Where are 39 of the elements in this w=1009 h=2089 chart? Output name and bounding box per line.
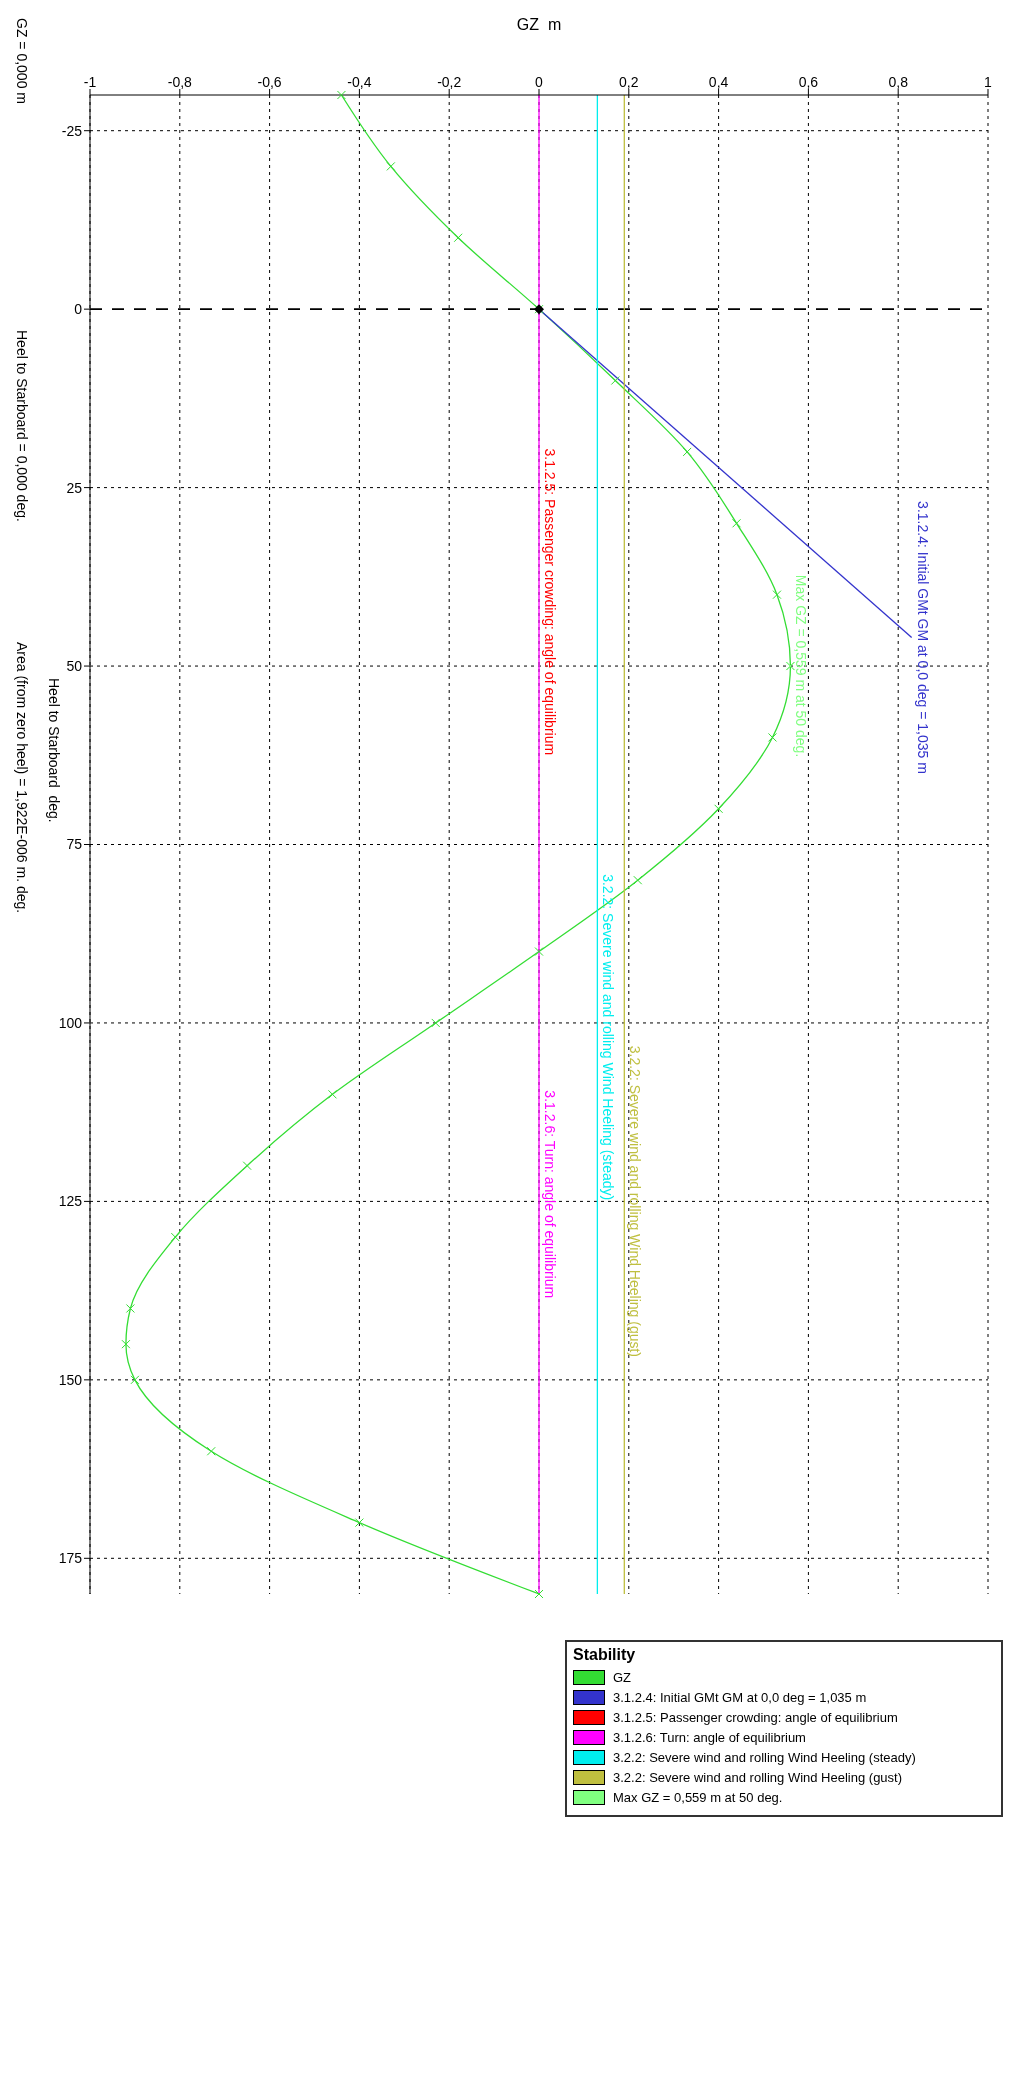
legend-label: 3.1.2.5: Passenger crowding: angle of equilibrium [613, 1709, 898, 1725]
legend-label: 3.2.2: Severe wind and rolling Wind Heeling (gust) [613, 1769, 903, 1785]
y-tick-label: 0 [74, 301, 83, 318]
x-tick-label: 0,2 [619, 74, 639, 90]
annotation: 3.1.2.5: Passenger crowding: angle of equilibrium [542, 448, 558, 756]
legend-title: Stability [573, 1646, 637, 1664]
x-tick-label: 1 [984, 74, 993, 90]
y-tick-label: 175 [58, 1550, 83, 1567]
text: Area (from zero heel) = 1,922E-006 m. deg. [14, 642, 30, 916]
x-tick-label: -0,8 [167, 74, 193, 90]
legend-label: 3.1.2.4: Initial GMt GM at 0,0 deg = 1,035 m [613, 1689, 867, 1705]
text: Heel to Starboard = 0,000 deg. [14, 330, 30, 524]
y-tick-label: 125 [58, 1193, 83, 1210]
x-tick-label: 0,6 [798, 74, 819, 90]
annotation: 3.1.2.4: Initial GMt GM at 0,0 deg = 1,035 m [914, 501, 931, 774]
x-axis-title: GZ m [516, 16, 562, 33]
annotation: 3.1.2.6: Turn: angle of equilibrium [542, 1090, 558, 1299]
x-tick-label: 0,8 [888, 74, 909, 90]
annotation: 3.2.2: Severe wind and rolling Wind Heeling (steady) [600, 874, 617, 1201]
y-tick-label: 75 [66, 836, 83, 853]
y-tick-label: -25 [61, 122, 83, 139]
x-tick-label: -1 [83, 74, 97, 90]
legend-label: GZ [613, 1669, 632, 1685]
y-tick-label: 150 [58, 1371, 83, 1388]
x-tick-label: -0,2 [437, 74, 462, 90]
x-tick-label: -0,6 [257, 74, 282, 90]
x-tick-label: 0 [535, 74, 544, 90]
x-tick-label: -0,4 [347, 74, 372, 90]
annotation: 3.2.2: Severe wind and rolling Wind Heeling (gust) [627, 1045, 644, 1358]
legend-label: 3.1.2.6: Turn: angle of equilibrium [613, 1729, 806, 1745]
y-tick-label: 100 [58, 1014, 83, 1031]
y-axis-title: Heel to Starboard deg. [46, 678, 62, 823]
y-tick-label: 25 [66, 479, 83, 496]
annotation: Max GZ = 0,559 m at 50 deg. [792, 574, 809, 758]
legend-label: 3.2.2: Severe wind and rolling Wind Heeling (steady) [613, 1749, 916, 1765]
x-tick-label: 0,4 [708, 74, 729, 90]
legend-label: Max GZ = 0,559 m at 50 deg. [613, 1789, 783, 1805]
text: GZ = 0,000 m [14, 18, 30, 106]
y-tick-label: 50 [66, 658, 83, 675]
